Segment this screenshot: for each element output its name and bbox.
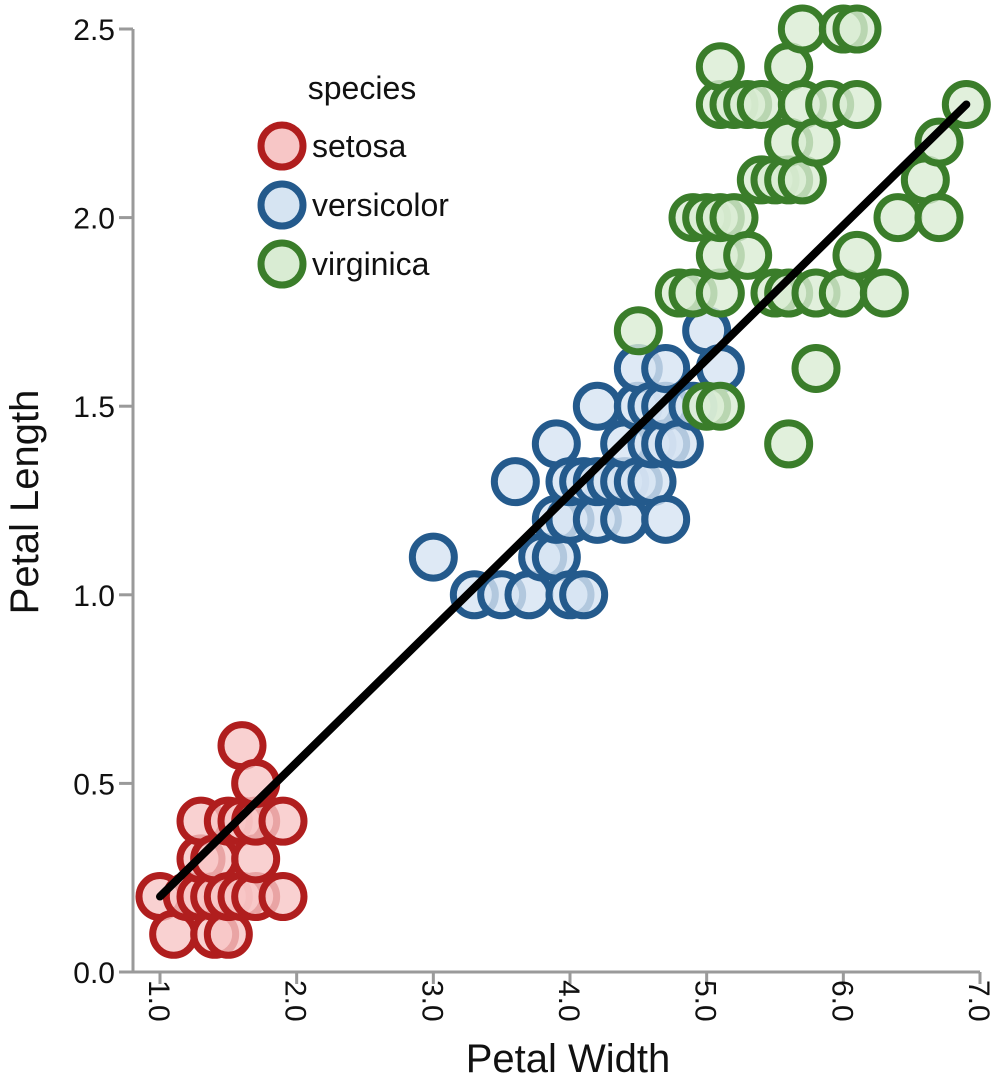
data-point-virginica <box>832 230 882 280</box>
x-tick-label: 3.0 <box>415 980 448 1022</box>
legend-swatch-virginica <box>257 239 307 289</box>
data-point-virginica <box>736 79 786 129</box>
y-tick-label: 2.0 <box>73 203 115 236</box>
data-point-virginica <box>695 381 745 431</box>
data-point-virginica <box>832 79 882 129</box>
data-point-setosa <box>258 796 308 846</box>
data-point-virginica <box>873 193 923 243</box>
data-point-versicolor <box>490 457 540 507</box>
x-axis-title: Petal Width <box>466 1037 671 1081</box>
x-tick-label: 1.0 <box>142 980 175 1022</box>
legend-label-setosa: setosa <box>312 128 406 164</box>
y-tick-label: 0.0 <box>73 957 115 990</box>
data-point-versicolor <box>641 343 691 393</box>
legend-swatch-versicolor <box>257 180 307 230</box>
data-point-versicolor <box>641 494 691 544</box>
y-tick-label: 2.5 <box>73 14 115 47</box>
trendline-layer <box>156 100 971 901</box>
data-point-virginica <box>832 4 882 54</box>
data-point-virginica <box>613 306 663 356</box>
data-point-versicolor <box>408 532 458 582</box>
data-point-virginica <box>777 4 827 54</box>
series-versicolor <box>408 306 745 620</box>
data-point-versicolor <box>559 570 609 620</box>
x-tick-label: 7.0 <box>962 980 995 1022</box>
data-point-virginica <box>859 268 909 318</box>
legend-swatch-setosa <box>257 121 307 171</box>
legend-label-virginica: virginica <box>312 246 430 282</box>
data-point-virginica <box>914 193 964 243</box>
y-axis-title: Petal Length <box>3 390 47 615</box>
y-tick-label: 0.5 <box>73 768 115 801</box>
data-point-setosa <box>258 872 308 922</box>
x-tick-label: 6.0 <box>825 980 858 1022</box>
axes-layer: 0.0 0.5 1.0 1.5 2.0 2.5 1.0 2.0 3.0 4.0 5.0 6.0 7.0 <box>73 14 995 1022</box>
y-tick-label: 1.0 <box>73 580 115 613</box>
data-point-virginica <box>914 117 964 167</box>
legend-title: species <box>308 70 417 106</box>
data-point-virginica <box>791 343 841 393</box>
series-virginica <box>613 4 991 469</box>
x-tick-label: 5.0 <box>689 980 722 1022</box>
x-tick-label: 2.0 <box>279 980 312 1022</box>
trend-line <box>156 100 971 901</box>
legend-label-versicolor: versicolor <box>312 187 449 223</box>
data-point-virginica <box>723 230 773 280</box>
y-tick-label: 1.5 <box>73 391 115 424</box>
data-point-versicolor <box>572 381 622 431</box>
legend: species setosa versicolor virginica <box>257 70 449 289</box>
x-tick-label: 4.0 <box>552 980 585 1022</box>
data-point-virginica <box>764 419 814 469</box>
